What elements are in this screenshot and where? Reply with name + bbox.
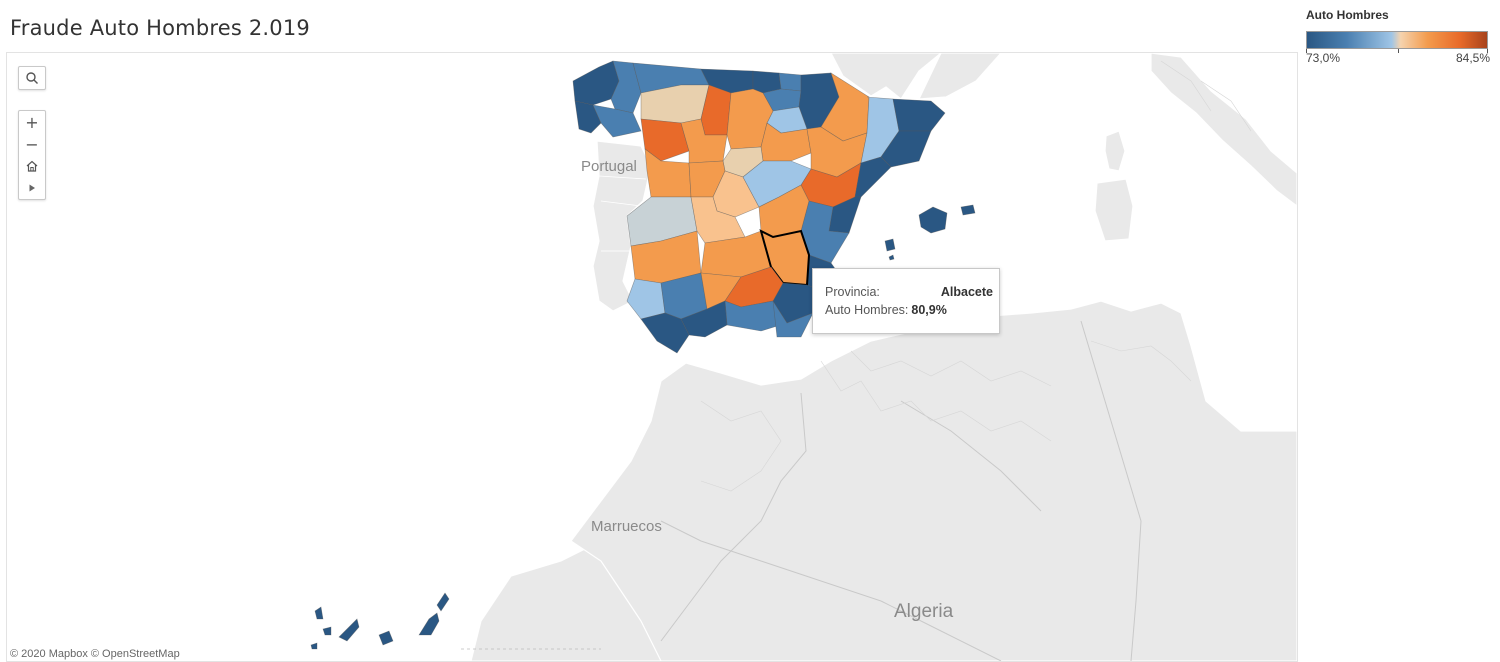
province-zamora[interactable] — [640, 118, 690, 162]
province-la-gomera[interactable] — [322, 626, 332, 636]
province-huelva[interactable] — [626, 278, 666, 320]
map-attribution[interactable]: © 2020 Mapbox © OpenStreetMap — [10, 648, 180, 660]
home-icon[interactable] — [19, 155, 45, 177]
tooltip-provincia-value: Albacete — [940, 285, 993, 299]
dashboard-title: Fraude Auto Hombres 2.019 — [10, 16, 310, 40]
land-north-africa — [570, 300, 1297, 661]
province-tenerife[interactable] — [338, 618, 360, 642]
tooltip-auto-hombres-value: 80,9% — [911, 303, 947, 317]
map-canvas[interactable]: Portugal Marruecos Algeria — [7, 53, 1297, 661]
province-las-palmas-lanzarote[interactable] — [436, 592, 450, 612]
map-label-marruecos: Marruecos — [591, 518, 662, 535]
map-label-algeria: Algeria — [894, 601, 954, 622]
search-icon[interactable] — [19, 67, 45, 89]
province-valladolid[interactable] — [680, 118, 728, 164]
province-las-palmas-gran-canaria[interactable] — [378, 630, 394, 646]
tooltip-auto-hombres-label: Auto Hombres: — [825, 303, 909, 317]
province-el-hierro[interactable] — [310, 642, 318, 650]
province-cadiz[interactable] — [640, 312, 690, 354]
province-almeria[interactable] — [772, 300, 814, 338]
land-italy — [1150, 53, 1297, 207]
legend-title: Auto Hombres — [1306, 8, 1389, 22]
legend-ticks — [1306, 49, 1488, 53]
map-search-control[interactable] — [18, 66, 46, 90]
province-barcelona[interactable] — [880, 130, 932, 168]
legend-min-label: 73,0% — [1306, 51, 1341, 65]
province-la-palma[interactable] — [314, 606, 324, 620]
province-las-palmas-fuerteventura[interactable] — [418, 612, 440, 636]
land-france — [741, 53, 942, 100]
zoom-out-button[interactable]: − — [25, 134, 39, 154]
tooltip-provincia-label: Provincia: — [825, 285, 880, 299]
legend-max-label: 84,5% — [1455, 51, 1490, 65]
land-corsica — [1104, 130, 1126, 172]
province-girona[interactable] — [892, 98, 946, 132]
zoom-in-button[interactable]: + — [25, 112, 39, 132]
province-toledo[interactable] — [690, 196, 746, 244]
province-guipuzcoa[interactable] — [778, 72, 802, 92]
play-icon[interactable] — [19, 177, 45, 199]
map-zoom-controls: + − — [18, 110, 46, 200]
province-tooltip: Provincia: Albacete Auto Hombres: 80,9% — [812, 268, 1000, 334]
province-ourense[interactable] — [592, 104, 642, 138]
map-label-portugal: Portugal — [581, 158, 637, 175]
province-baleares-ibiza[interactable] — [884, 238, 896, 252]
land-sardinia — [1094, 178, 1134, 242]
land-france-east — [918, 53, 1002, 100]
province-baleares-menorca[interactable] — [960, 204, 976, 216]
province-baleares-mallorca[interactable] — [918, 206, 948, 234]
legend-gradient — [1306, 31, 1488, 49]
province-leon[interactable] — [640, 84, 710, 124]
map-view[interactable]: Portugal Marruecos Algeria — [6, 52, 1298, 662]
color-legend[interactable]: Auto Hombres 73,0% 84,5% — [1306, 8, 1492, 67]
province-baleares-formentera[interactable] — [888, 254, 895, 261]
